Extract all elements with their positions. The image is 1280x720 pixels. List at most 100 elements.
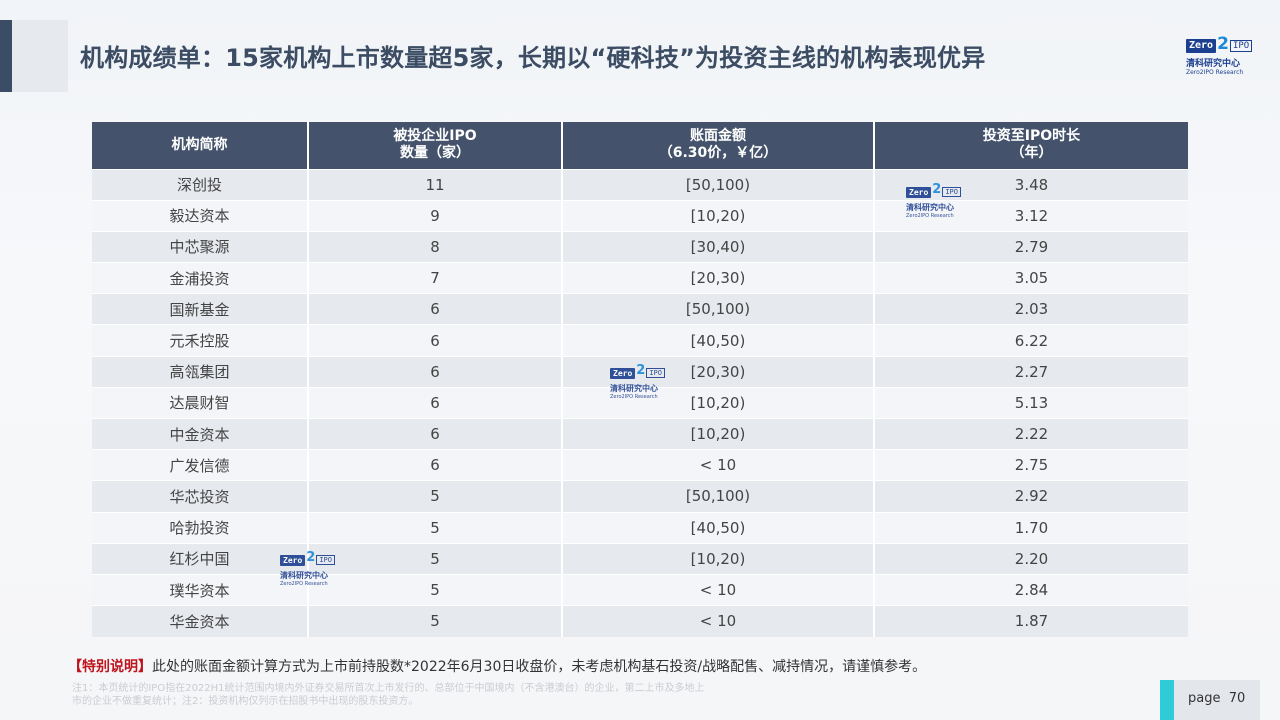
cell-time-to-ipo: 2.03 (874, 293, 1188, 325)
cell-ipo-count: 5 (308, 605, 563, 637)
table-row: 中金资本 6 [10,20) 2.22 (92, 417, 1188, 450)
watermark-en-text: Zero2IPO Research (906, 213, 954, 219)
cell-ipo-count: 5 (308, 511, 563, 544)
header-time-to-ipo: 投资至IPO时长 （年） (874, 122, 1188, 169)
cell-book-value: [10,20) (562, 417, 875, 450)
cell-ipo-count: 9 (308, 199, 563, 232)
page-number-accent (1160, 680, 1174, 720)
cell-book-value: [50,100) (562, 168, 875, 201)
cell-ipo-count: 7 (308, 262, 563, 294)
watermark-two-text: 2 (636, 363, 646, 378)
cell-institution: 金浦投资 (92, 262, 309, 294)
table-row: 中芯聚源 8 [30,40) 2.79 (92, 230, 1188, 263)
cell-book-value: < 10 (562, 449, 875, 481)
cell-book-value: [50,100) (562, 480, 875, 513)
cell-time-to-ipo: 2.79 (874, 230, 1188, 263)
cell-book-value: [50,100) (562, 293, 875, 325)
cell-time-to-ipo: 3.05 (874, 262, 1188, 294)
special-note: 【特别说明】此处的账面金额计算方式为上市前持股数*2022年6月30日收盘价，未… (68, 656, 926, 676)
page-number: page 70 (1188, 691, 1245, 706)
cell-book-value: [10,20) (562, 386, 875, 419)
cell-institution: 国新基金 (92, 293, 309, 325)
cell-ipo-count: 5 (308, 573, 563, 606)
cell-time-to-ipo: 1.87 (874, 605, 1188, 637)
table-row: 红杉中国 5 [10,20) 2.20 (92, 542, 1188, 575)
table-row: 华芯投资 5 [50,100) 2.92 (92, 480, 1188, 513)
logo-two-text: 2 (1217, 34, 1229, 54)
watermark-logo: Zero 2 IPO 清科研究中心 Zero2IPO Research (610, 363, 672, 400)
cell-institution: 中金资本 (92, 417, 309, 450)
cell-ipo-count: 6 (308, 417, 563, 450)
cell-institution: 哈勃投资 (92, 511, 309, 544)
cell-institution: 广发信德 (92, 449, 309, 481)
left-accent-block (12, 20, 68, 92)
page-title: 机构成绩单：15家机构上市数量超5家，长期以“硬科技”为投资主线的机构表现优异 (80, 44, 986, 72)
cell-book-value: [30,40) (562, 230, 875, 263)
cell-book-value: < 10 (562, 573, 875, 606)
cell-time-to-ipo: 2.20 (874, 542, 1188, 575)
table-header-row: 机构简称 被投企业IPO 数量（家） 账面金额 （6.30价，￥亿） 投资至IPO时… (92, 122, 1188, 169)
table-row: 毅达资本 9 [10,20) 3.12 (92, 199, 1188, 232)
logo-ipo-text: IPO (1229, 40, 1253, 52)
cell-institution: 元禾控股 (92, 324, 309, 357)
watermark-ipo-text: IPO (646, 368, 665, 378)
cell-time-to-ipo: 2.84 (874, 573, 1188, 606)
cell-book-value: < 10 (562, 605, 875, 637)
header-book-value: 账面金额 （6.30价，￥亿） (562, 122, 875, 169)
watermark-cn-text: 清科研究中心 (280, 571, 328, 580)
cell-ipo-count: 8 (308, 230, 563, 263)
institution-ranking-table: 机构简称 被投企业IPO 数量（家） 账面金额 （6.30价，￥亿） 投资至IPO时… (92, 122, 1188, 637)
table-row: 深创投 11 [50,100) 3.48 (92, 168, 1188, 201)
table-row: 元禾控股 6 [40,50) 6.22 (92, 324, 1188, 357)
cell-institution: 红杉中国 (92, 542, 309, 575)
header-ipo-count: 被投企业IPO 数量（家） (308, 122, 563, 169)
watermark-en-text: Zero2IPO Research (280, 581, 328, 587)
cell-book-value: [40,50) (562, 511, 875, 544)
logo-cn-text: 清科研究中心 (1186, 59, 1241, 69)
cell-ipo-count: 6 (308, 293, 563, 325)
header-institution: 机构简称 (92, 122, 309, 169)
zero2ipo-logo: Zero 2 IPO 清科研究中心 Zero2IPO Research (1186, 34, 1256, 76)
cell-book-value: [10,20) (562, 542, 875, 575)
watermark-ipo-text: IPO (942, 187, 961, 197)
table-row: 哈勃投资 5 [40,50) 1.70 (92, 511, 1188, 544)
left-accent-bar (0, 20, 12, 92)
cell-book-value: [40,50) (562, 324, 875, 357)
watermark-logo: Zero 2 IPO 清科研究中心 Zero2IPO Research (280, 550, 342, 587)
footnote: 注1：本页统计的IPO指在2022H1统计范围内境内外证券交易所首次上市发行的、… (72, 683, 705, 707)
cell-institution: 璞华资本 (92, 573, 309, 606)
page-label: page (1188, 691, 1221, 706)
special-note-text: 此处的账面金额计算方式为上市前持股数*2022年6月30日收盘价，未考虑机构基石… (152, 659, 927, 675)
cell-book-value: [20,30) (562, 262, 875, 294)
watermark-cn-text: 清科研究中心 (906, 203, 954, 212)
cell-book-value: [10,20) (562, 199, 875, 232)
cell-ipo-count: 6 (308, 449, 563, 481)
cell-book-value: [20,30) (562, 355, 875, 388)
cell-institution: 华芯投资 (92, 480, 309, 513)
watermark-logo: Zero 2 IPO 清科研究中心 Zero2IPO Research (906, 182, 968, 219)
cell-time-to-ipo: 3.12 (874, 199, 1188, 232)
watermark-cn-text: 清科研究中心 (610, 384, 658, 393)
cell-time-to-ipo: 2.92 (874, 480, 1188, 513)
page-number-tab (1160, 680, 1260, 720)
watermark-zero-text: Zero (610, 367, 636, 379)
table-row: 广发信德 6 < 10 2.75 (92, 449, 1188, 481)
cell-ipo-count: 6 (308, 324, 563, 357)
cell-time-to-ipo: 2.22 (874, 417, 1188, 450)
cell-ipo-count: 6 (308, 355, 563, 388)
watermark-zero-text: Zero (280, 554, 306, 566)
table-row: 华金资本 5 < 10 1.87 (92, 605, 1188, 637)
cell-time-to-ipo: 2.75 (874, 449, 1188, 481)
page-number-value: 70 (1228, 691, 1246, 706)
cell-ipo-count: 5 (308, 542, 563, 575)
cell-institution: 中芯聚源 (92, 230, 309, 263)
watermark-en-text: Zero2IPO Research (610, 394, 658, 400)
cell-institution: 深创投 (92, 168, 309, 201)
watermark-zero-text: Zero (906, 186, 932, 198)
cell-time-to-ipo: 5.13 (874, 386, 1188, 419)
table-row: 达晨财智 6 [10,20) 5.13 (92, 386, 1188, 419)
logo-zero-text: Zero (1186, 39, 1217, 53)
table-row: 璞华资本 5 < 10 2.84 (92, 573, 1188, 606)
cell-time-to-ipo: 6.22 (874, 324, 1188, 357)
table-row: 金浦投资 7 [20,30) 3.05 (92, 262, 1188, 294)
